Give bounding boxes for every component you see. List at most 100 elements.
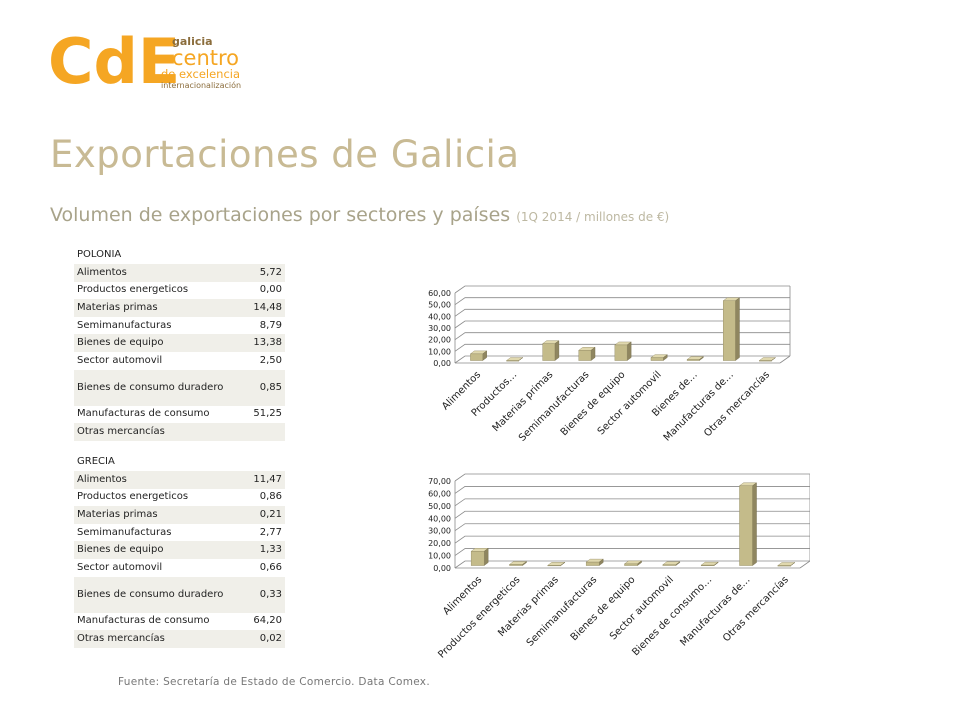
x-tick-label: Bienes de equipo: [569, 574, 638, 643]
gridline: [454, 560, 810, 569]
table-polonia: POLONIA Alimentos 5,72 Productos energetic…: [74, 246, 285, 441]
logo-mark: CdE: [48, 28, 180, 98]
row-value: 2,50: [259, 354, 282, 366]
table-row: Otras mercancías 0,02: [74, 630, 285, 648]
bar: [686, 356, 704, 361]
y-tick-label: 30,00: [428, 324, 451, 333]
table-row: Bienes de equipo 1,33: [74, 541, 285, 559]
gridline: [454, 332, 790, 340]
x-tick-label: Bienes de equipo: [559, 369, 628, 438]
gridline: [454, 510, 810, 519]
cde-logo: CdE galicia centro de excelencia interna…: [48, 28, 241, 98]
row-label: Materias primas: [74, 299, 230, 317]
y-tick-label: 10,00: [428, 552, 451, 561]
subtitle-note: (1Q 2014 / millones de €): [516, 210, 670, 224]
x-tick-label: Manufacturas de…: [678, 574, 752, 648]
bar: [505, 357, 524, 362]
row-value: 2,77: [259, 526, 282, 538]
bar: [585, 558, 604, 566]
plot-area: [455, 286, 790, 363]
row-label: Sector automovil: [77, 354, 163, 366]
row-label: Otras mercancías: [74, 423, 230, 441]
row-label: Materias primas: [74, 506, 230, 524]
row-label: Sector automovil: [77, 561, 163, 573]
source-note: Fuente: Secretaría de Estado de Comercio…: [118, 676, 430, 688]
row-value: 0,66: [259, 561, 282, 573]
bar: [614, 341, 632, 361]
row-label: Alimentos: [74, 264, 230, 282]
row-value: [230, 423, 285, 441]
gridline: [454, 285, 790, 294]
table-row: Manufacturas de consumo 64,20: [74, 613, 285, 631]
gridline: [454, 355, 790, 364]
x-tick-label: Materias primas: [491, 369, 556, 434]
y-tick-label: 70,00: [428, 477, 451, 486]
subtitle-text: Volumen de exportaciones por sectores y …: [50, 204, 511, 226]
row-label: Manufacturas de consumo: [77, 615, 210, 627]
table-row: Productos energeticos 0,00: [74, 282, 285, 300]
y-tick-label: 50,00: [428, 502, 451, 511]
gridline: [454, 486, 810, 494]
x-tick-label: Otras mercancías: [701, 369, 772, 440]
table-row: Productos energeticos 0,86: [74, 489, 285, 507]
bar: [547, 561, 566, 567]
bar: [758, 357, 777, 362]
y-tick-label: 50,00: [428, 301, 451, 310]
logo-line1: centro: [172, 46, 239, 70]
row-value: 51,25: [253, 408, 282, 420]
plot-area: [455, 474, 810, 568]
row-value: 5,72: [230, 264, 285, 282]
row-label: Productos energeticos: [77, 491, 189, 503]
floor-edge: [779, 355, 791, 364]
row-label: Otras mercancías: [74, 630, 230, 648]
table-row: Alimentos 5,72: [74, 264, 285, 282]
row-value: 8,79: [259, 319, 282, 331]
table-row: Alimentos 11,47: [74, 471, 285, 489]
x-tick-label: Sector automovil: [596, 369, 664, 437]
x-tick-label: Otras mercancías: [720, 574, 791, 645]
row-label: Manufacturas de consumo: [77, 408, 210, 420]
row-label: Semimanufacturas: [77, 319, 172, 331]
table-row: Bienes de equipo 13,38: [74, 334, 285, 352]
gridline: [454, 320, 790, 329]
row-value: 0,00: [259, 284, 282, 296]
gridline: [454, 548, 810, 556]
bar: [578, 346, 596, 361]
bar: [470, 547, 489, 566]
x-tick-label: Semimanufacturas: [525, 574, 600, 649]
row-label: Bienes de consumo duradero: [74, 576, 230, 613]
table-country: POLONIA: [77, 249, 122, 260]
chart-grecia: 0,0010,0020,0030,0040,0050,0060,0070,00A…: [428, 473, 810, 661]
y-tick-label: 30,00: [428, 527, 451, 536]
table-row: Manufacturas de consumo 51,25: [74, 406, 285, 424]
page-subtitle: Volumen de exportaciones por sectores y …: [50, 204, 669, 226]
row-value: 0,21: [230, 506, 285, 524]
logo-region: galicia: [172, 35, 213, 48]
x-tick-label: Sector automovil: [608, 574, 676, 642]
table-row: Materias primas 14,48: [74, 299, 285, 317]
row-value: 0,86: [259, 491, 282, 503]
gridline: [454, 308, 790, 317]
y-tick-label: 0,00: [433, 564, 451, 573]
logo-line3: internacionalización: [161, 80, 241, 90]
table-row: Semimanufacturas 8,79: [74, 317, 285, 335]
gridline: [454, 297, 790, 305]
x-tick-label: Manufacturas de…: [662, 369, 736, 443]
bar: [777, 562, 796, 567]
row-value: 0,02: [230, 630, 285, 648]
table-row: Sector automovil 2,50: [74, 352, 285, 370]
logo-letters: CdE: [48, 28, 180, 98]
y-tick-label: 0,00: [433, 359, 451, 368]
logo-line2: de excelencia: [161, 67, 240, 81]
gridline: [454, 535, 810, 544]
bar: [542, 340, 560, 361]
row-label: Bienes de equipo: [74, 541, 230, 559]
table-country: GRECIA: [77, 456, 115, 467]
row-value: 11,47: [230, 471, 285, 489]
y-tick-label: 40,00: [428, 514, 451, 523]
row-value: 64,20: [253, 615, 282, 627]
table-row: Bienes de consumo duradero 0,33: [74, 576, 285, 613]
y-tick-label: 20,00: [428, 539, 451, 548]
y-tick-label: 40,00: [428, 312, 451, 321]
row-value: 0,85: [230, 369, 285, 406]
